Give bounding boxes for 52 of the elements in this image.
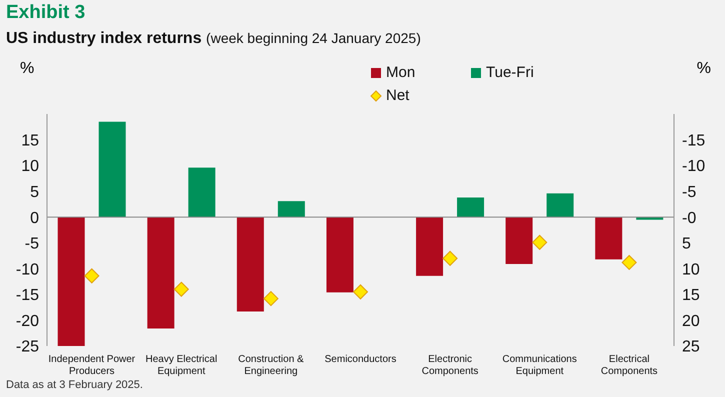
y-axis-title: %	[20, 60, 34, 78]
y-tick-label: -15	[16, 287, 40, 304]
y-tick-label: -25	[16, 338, 40, 356]
x-tick-label: Communications Equipment	[502, 354, 577, 377]
point	[442, 250, 458, 266]
y2-tick-label: -15	[682, 132, 706, 150]
bar	[236, 217, 264, 312]
bar	[58, 217, 85, 346]
point	[532, 234, 548, 250]
chart-subtitle: US industry index returns (week beginning 24 January 2025)	[6, 30, 421, 47]
text: Data as at 3 February 2025.	[6, 379, 143, 391]
x-tick-label: Independent Power Producers	[48, 354, 136, 377]
chart-title: Exhibit 3	[6, 2, 86, 24]
y2-axis-title: %	[696, 60, 711, 78]
x-tick-label: Electrical Components	[600, 354, 658, 377]
bar	[326, 217, 354, 292]
bar	[595, 217, 622, 260]
y2-tick-label: 15	[682, 287, 700, 304]
y2-tick-label: 20	[682, 312, 700, 330]
y-tick-label: -20	[16, 312, 40, 330]
y-tick-label: -5	[24, 236, 40, 253]
legend-label: Net	[386, 87, 410, 104]
legend-label: Tue-Fri	[486, 64, 534, 81]
point	[263, 291, 278, 306]
x-tick-label: Semiconductors	[324, 354, 396, 365]
bar	[188, 168, 216, 218]
point	[622, 254, 637, 270]
legend-label: Mon	[386, 64, 416, 81]
y2-tick-label: -0	[682, 210, 696, 227]
x-tick-label: Heavy Electrical Equipment	[146, 354, 218, 377]
x-tick-label: Construction & Engineering	[238, 354, 304, 377]
y2-tick-label: 5	[682, 236, 691, 253]
bar	[457, 198, 484, 218]
bar	[546, 193, 574, 218]
y-tick-label: -10	[16, 261, 40, 278]
bar	[278, 201, 305, 218]
point	[174, 282, 189, 297]
bar	[416, 217, 444, 276]
point	[353, 284, 368, 300]
x-tick-label: Electronic Components	[422, 354, 478, 377]
y2-tick-label: 10	[682, 261, 700, 278]
bar	[506, 217, 533, 264]
y-tick-label: 15	[21, 132, 40, 150]
y2-tick-label: -5	[682, 184, 696, 202]
bar	[147, 217, 174, 328]
bar	[98, 122, 126, 218]
y-tick-label: 10	[21, 158, 40, 176]
y2-tick-label: -10	[682, 158, 706, 176]
y2-tick-label: 25	[682, 338, 700, 356]
y-tick-label: 0	[30, 210, 40, 227]
point	[84, 268, 100, 284]
y-tick-label: 5	[30, 184, 40, 202]
